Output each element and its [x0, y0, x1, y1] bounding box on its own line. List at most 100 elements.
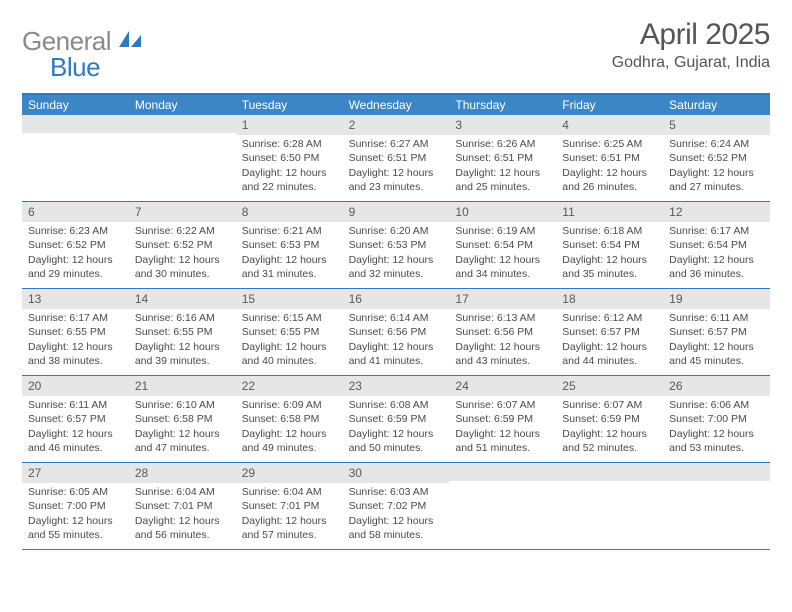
day-number: 19 — [663, 289, 770, 309]
sunrise-text: Sunrise: 6:14 AM — [349, 311, 444, 325]
sunrise-text: Sunrise: 6:17 AM — [669, 224, 764, 238]
sunset-text: Sunset: 6:53 PM — [349, 238, 444, 252]
daylight-text: Daylight: 12 hours and 41 minutes. — [349, 340, 444, 368]
day-number: 27 — [22, 463, 129, 483]
calendar-day: 9Sunrise: 6:20 AMSunset: 6:53 PMDaylight… — [343, 202, 450, 288]
day-details: Sunrise: 6:25 AMSunset: 6:51 PMDaylight:… — [556, 135, 663, 198]
day-details: Sunrise: 6:22 AMSunset: 6:52 PMDaylight:… — [129, 222, 236, 285]
day-details: Sunrise: 6:17 AMSunset: 6:54 PMDaylight:… — [663, 222, 770, 285]
sunset-text: Sunset: 6:59 PM — [562, 412, 657, 426]
sunrise-text: Sunrise: 6:16 AM — [135, 311, 230, 325]
daylight-text: Daylight: 12 hours and 56 minutes. — [135, 514, 230, 542]
weekday-header: Wednesday — [343, 95, 450, 115]
day-details: Sunrise: 6:14 AMSunset: 6:56 PMDaylight:… — [343, 309, 450, 372]
day-number — [129, 115, 236, 133]
calendar-day: 18Sunrise: 6:12 AMSunset: 6:57 PMDayligh… — [556, 289, 663, 375]
daylight-text: Daylight: 12 hours and 27 minutes. — [669, 166, 764, 194]
daylight-text: Daylight: 12 hours and 46 minutes. — [28, 427, 123, 455]
day-number — [663, 463, 770, 481]
sunset-text: Sunset: 6:52 PM — [669, 151, 764, 165]
sunset-text: Sunset: 6:57 PM — [562, 325, 657, 339]
calendar-day: 10Sunrise: 6:19 AMSunset: 6:54 PMDayligh… — [449, 202, 556, 288]
day-number: 8 — [236, 202, 343, 222]
sunset-text: Sunset: 7:01 PM — [135, 499, 230, 513]
sunrise-text: Sunrise: 6:08 AM — [349, 398, 444, 412]
calendar-week: 13Sunrise: 6:17 AMSunset: 6:55 PMDayligh… — [22, 289, 770, 376]
day-number: 22 — [236, 376, 343, 396]
calendar-day-empty — [663, 463, 770, 549]
calendar-day-empty — [22, 115, 129, 201]
sunset-text: Sunset: 6:59 PM — [455, 412, 550, 426]
day-number: 3 — [449, 115, 556, 135]
calendar-day: 8Sunrise: 6:21 AMSunset: 6:53 PMDaylight… — [236, 202, 343, 288]
daylight-text: Daylight: 12 hours and 29 minutes. — [28, 253, 123, 281]
day-details: Sunrise: 6:11 AMSunset: 6:57 PMDaylight:… — [663, 309, 770, 372]
sunrise-text: Sunrise: 6:07 AM — [562, 398, 657, 412]
sunrise-text: Sunrise: 6:10 AM — [135, 398, 230, 412]
sunset-text: Sunset: 7:00 PM — [669, 412, 764, 426]
sunrise-text: Sunrise: 6:26 AM — [455, 137, 550, 151]
brand-word-2: Blue — [50, 52, 100, 82]
day-details: Sunrise: 6:18 AMSunset: 6:54 PMDaylight:… — [556, 222, 663, 285]
day-details: Sunrise: 6:04 AMSunset: 7:01 PMDaylight:… — [129, 483, 236, 546]
sunrise-text: Sunrise: 6:25 AM — [562, 137, 657, 151]
daylight-text: Daylight: 12 hours and 35 minutes. — [562, 253, 657, 281]
calendar-day: 19Sunrise: 6:11 AMSunset: 6:57 PMDayligh… — [663, 289, 770, 375]
calendar-page: General April 2025 Godhra, Gujarat, Indi… — [0, 0, 792, 568]
weekday-header: Saturday — [663, 95, 770, 115]
sunrise-text: Sunrise: 6:19 AM — [455, 224, 550, 238]
day-number: 26 — [663, 376, 770, 396]
day-details: Sunrise: 6:08 AMSunset: 6:59 PMDaylight:… — [343, 396, 450, 459]
sunset-text: Sunset: 6:55 PM — [28, 325, 123, 339]
calendar-day: 22Sunrise: 6:09 AMSunset: 6:58 PMDayligh… — [236, 376, 343, 462]
daylight-text: Daylight: 12 hours and 55 minutes. — [28, 514, 123, 542]
weekday-header: Thursday — [449, 95, 556, 115]
daylight-text: Daylight: 12 hours and 23 minutes. — [349, 166, 444, 194]
day-details: Sunrise: 6:26 AMSunset: 6:51 PMDaylight:… — [449, 135, 556, 198]
daylight-text: Daylight: 12 hours and 51 minutes. — [455, 427, 550, 455]
calendar-day: 28Sunrise: 6:04 AMSunset: 7:01 PMDayligh… — [129, 463, 236, 549]
day-details: Sunrise: 6:27 AMSunset: 6:51 PMDaylight:… — [343, 135, 450, 198]
sunrise-text: Sunrise: 6:11 AM — [669, 311, 764, 325]
day-details: Sunrise: 6:13 AMSunset: 6:56 PMDaylight:… — [449, 309, 556, 372]
calendar-day: 26Sunrise: 6:06 AMSunset: 7:00 PMDayligh… — [663, 376, 770, 462]
sunset-text: Sunset: 6:59 PM — [349, 412, 444, 426]
daylight-text: Daylight: 12 hours and 30 minutes. — [135, 253, 230, 281]
calendar-day: 7Sunrise: 6:22 AMSunset: 6:52 PMDaylight… — [129, 202, 236, 288]
day-number: 15 — [236, 289, 343, 309]
calendar-day: 4Sunrise: 6:25 AMSunset: 6:51 PMDaylight… — [556, 115, 663, 201]
weekday-header: Tuesday — [236, 95, 343, 115]
day-number: 16 — [343, 289, 450, 309]
day-details: Sunrise: 6:10 AMSunset: 6:58 PMDaylight:… — [129, 396, 236, 459]
title-block: April 2025 Godhra, Gujarat, India — [612, 18, 770, 72]
calendar-day: 16Sunrise: 6:14 AMSunset: 6:56 PMDayligh… — [343, 289, 450, 375]
day-details: Sunrise: 6:19 AMSunset: 6:54 PMDaylight:… — [449, 222, 556, 285]
sunrise-text: Sunrise: 6:04 AM — [242, 485, 337, 499]
daylight-text: Daylight: 12 hours and 53 minutes. — [669, 427, 764, 455]
calendar-week: 20Sunrise: 6:11 AMSunset: 6:57 PMDayligh… — [22, 376, 770, 463]
day-number: 21 — [129, 376, 236, 396]
daylight-text: Daylight: 12 hours and 34 minutes. — [455, 253, 550, 281]
daylight-text: Daylight: 12 hours and 44 minutes. — [562, 340, 657, 368]
sunset-text: Sunset: 6:52 PM — [135, 238, 230, 252]
calendar-day-empty — [449, 463, 556, 549]
day-number — [22, 115, 129, 133]
sunrise-text: Sunrise: 6:20 AM — [349, 224, 444, 238]
calendar-grid: Sunday Monday Tuesday Wednesday Thursday… — [22, 93, 770, 550]
calendar-week: 27Sunrise: 6:05 AMSunset: 7:00 PMDayligh… — [22, 463, 770, 550]
day-number: 14 — [129, 289, 236, 309]
sunset-text: Sunset: 6:57 PM — [669, 325, 764, 339]
daylight-text: Daylight: 12 hours and 50 minutes. — [349, 427, 444, 455]
day-number: 29 — [236, 463, 343, 483]
day-details: Sunrise: 6:16 AMSunset: 6:55 PMDaylight:… — [129, 309, 236, 372]
sunrise-text: Sunrise: 6:09 AM — [242, 398, 337, 412]
calendar-week: 6Sunrise: 6:23 AMSunset: 6:52 PMDaylight… — [22, 202, 770, 289]
calendar-day: 3Sunrise: 6:26 AMSunset: 6:51 PMDaylight… — [449, 115, 556, 201]
day-number: 4 — [556, 115, 663, 135]
sunset-text: Sunset: 6:58 PM — [242, 412, 337, 426]
sunset-text: Sunset: 7:02 PM — [349, 499, 444, 513]
sunrise-text: Sunrise: 6:15 AM — [242, 311, 337, 325]
daylight-text: Daylight: 12 hours and 31 minutes. — [242, 253, 337, 281]
sunset-text: Sunset: 6:54 PM — [455, 238, 550, 252]
sunset-text: Sunset: 6:51 PM — [349, 151, 444, 165]
